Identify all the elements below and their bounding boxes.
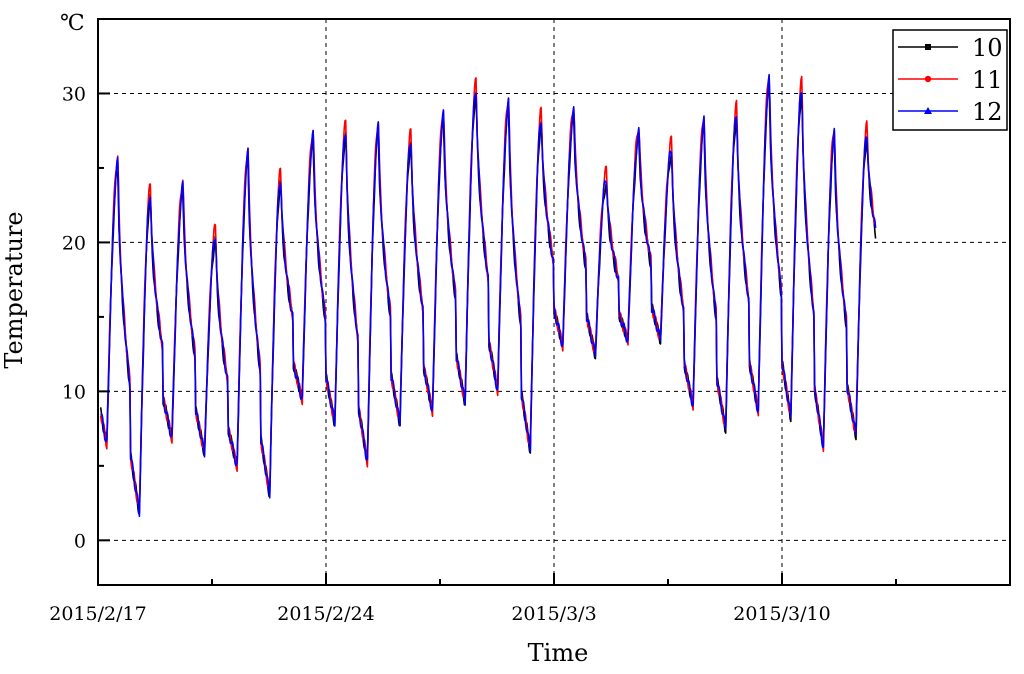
legend-entries: 10 11 12 [898, 34, 1003, 126]
legend-label-12: 12 [972, 98, 1003, 126]
legend-marker-11 [924, 75, 932, 83]
y-unit-label: ℃ [60, 11, 85, 36]
legend-label-10: 10 [972, 34, 1003, 62]
x-tick-label: 2015/2/24 [277, 603, 374, 625]
legend-marker-12 [924, 107, 932, 114]
y-tick-label: 30 [62, 83, 86, 105]
series-lines [99, 73, 877, 518]
y-tick-label: 20 [62, 232, 86, 254]
x-axis-title: Time [528, 639, 589, 667]
x-tick-label: 2015/3/10 [733, 603, 830, 625]
series-line-12 [100, 73, 877, 518]
legend-label-11: 11 [972, 66, 1003, 94]
y-axis-title: Temperature [0, 211, 28, 368]
x-tick-labels: 2015/2/17 2015/2/24 2015/3/3 2015/3/10 [49, 603, 830, 625]
legend: 10 11 12 [892, 29, 1008, 131]
x-tick-label: 2015/3/3 [511, 603, 596, 625]
y-tick-label: 10 [62, 381, 86, 403]
legend-marker-10 [925, 44, 931, 50]
y-tick-labels: 0 10 20 30 [62, 83, 86, 552]
y-tick-label: 0 [74, 530, 86, 552]
x-tick-label: 2015/2/17 [49, 603, 146, 625]
axis-ticks [97, 92, 897, 585]
